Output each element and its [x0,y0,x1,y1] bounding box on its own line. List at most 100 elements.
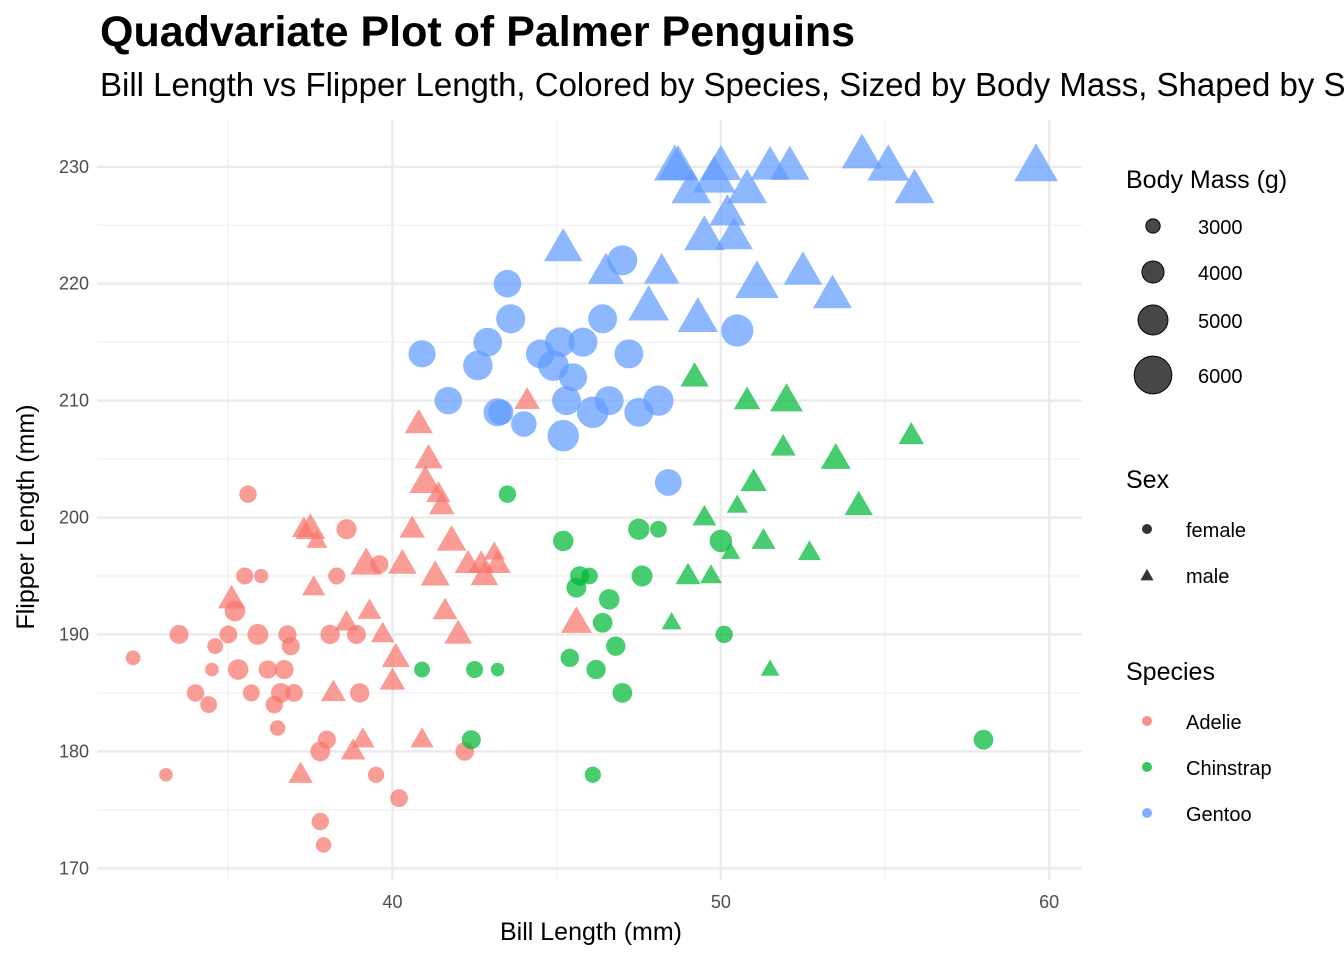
data-point-adelie [514,386,540,409]
data-point-adelie [379,667,406,690]
data-point-gentoo [867,144,910,181]
legend-size-label: 4000 [1198,263,1243,285]
data-point-chinstrap [770,433,796,456]
data-point-chinstrap [586,659,606,680]
y-tick-label: 220 [59,274,89,294]
legend-title-species: Species [1126,658,1215,686]
y-tick-label: 170 [59,858,89,878]
data-points [125,133,1059,853]
data-point-adelie [242,684,260,702]
legend-size-key [1141,260,1165,284]
data-point-adelie [320,624,340,645]
data-point-gentoo [654,144,696,181]
data-point-chinstrap [461,730,481,750]
data-point-adelie [270,683,291,703]
data-point-gentoo [496,304,526,334]
data-point-gentoo [654,469,682,496]
data-point-adelie [253,568,269,584]
legend-label-female: female [1186,520,1246,542]
data-point-adelie [315,837,332,853]
data-point-gentoo [721,314,754,347]
data-point-chinstrap [797,540,822,561]
data-point-adelie [274,660,294,680]
data-point-chinstrap [584,766,601,783]
data-point-adelie [351,727,375,748]
data-point-gentoo [552,386,581,416]
data-point-chinstrap [680,362,709,387]
legend-size-key [1133,355,1173,395]
data-point-adelie [426,481,451,503]
data-point-gentoo [628,285,670,321]
data-point-gentoo [559,363,588,392]
data-point-adelie [370,621,395,643]
data-point-adelie [410,727,434,748]
data-point-gentoo [568,327,598,357]
data-point-adelie [484,550,511,573]
data-point-chinstrap [606,636,626,656]
data-point-adelie [399,515,425,538]
data-point-adelie [340,738,366,760]
data-point-adelie [227,659,249,680]
data-point-chinstrap [973,729,994,750]
data-point-adelie [302,575,326,596]
data-point-chinstrap [592,612,613,633]
data-point-chinstrap [726,494,748,513]
data-point-gentoo [644,253,680,284]
data-point-adelie [328,567,346,585]
data-point-gentoo [588,304,618,334]
data-point-gentoo [488,399,514,425]
data-point-adelie [367,766,385,783]
data-point-adelie [390,789,408,808]
data-point-gentoo [511,411,537,437]
legend-size-label: 3000 [1198,217,1243,239]
data-point-adelie [409,465,442,493]
data-point-gentoo [594,386,624,416]
data-point-adelie [388,548,417,574]
data-point-gentoo [684,215,725,251]
data-point-gentoo [473,327,503,357]
data-point-gentoo [715,216,753,250]
data-point-gentoo [727,168,768,204]
data-point-adelie [404,408,433,434]
data-point-chinstrap [692,504,717,526]
data-point-adelie [444,619,473,644]
data-point-gentoo [677,297,719,333]
data-point-chinstrap [715,625,733,644]
data-point-adelie [269,720,286,736]
data-point-chinstrap [631,565,653,587]
legend-label-adelie: Adelie [1186,712,1242,734]
data-point-chinstrap [612,683,633,703]
data-point-adelie [470,561,499,586]
legend-size-label: 5000 [1198,311,1243,333]
data-point-gentoo [434,386,463,415]
data-point-adelie [247,623,269,645]
data-point-chinstrap [650,520,667,538]
data-point-adelie [357,598,382,619]
data-point-adelie [239,485,257,503]
legend-size-key [1145,218,1161,234]
data-point-gentoo [700,144,742,181]
data-point-chinstrap [466,661,484,679]
data-point-gentoo [545,327,575,358]
data-point-adelie [432,597,458,620]
data-point-adelie [320,679,346,702]
x-tick-label: 50 [711,892,731,912]
legend-label-male: male [1186,566,1229,588]
data-point-gentoo [709,194,746,226]
data-point-gentoo [543,227,583,262]
data-point-adelie [285,684,303,702]
data-point-gentoo [812,274,852,309]
data-point-chinstrap [700,564,722,584]
data-point-chinstrap [581,567,598,585]
data-point-chinstrap [760,659,780,676]
data-point-chinstrap [820,442,851,469]
x-axis-title: Bill Length (mm) [500,918,682,946]
data-point-adelie [288,761,313,783]
data-point-chinstrap [490,662,505,677]
chart-subtitle: Bill Length vs Flipper Length, Colored b… [100,66,1344,103]
data-point-adelie [125,650,141,666]
data-point-adelie [311,812,329,831]
data-point-gentoo [408,340,436,368]
data-point-gentoo [547,419,579,452]
data-point-chinstrap [844,490,873,516]
